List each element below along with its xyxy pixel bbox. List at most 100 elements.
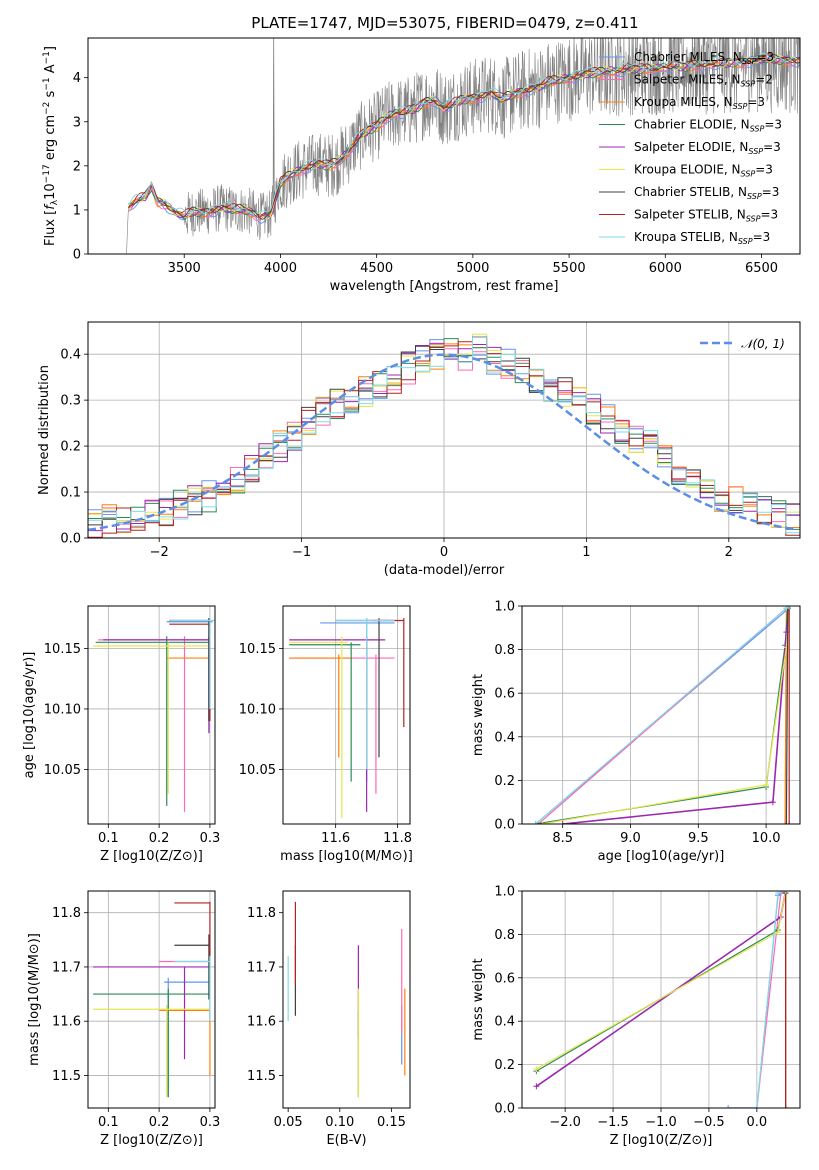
weight_vs_age-frame: [521, 605, 801, 825]
legend-label-sub: SSP: [741, 170, 756, 179]
legend-label-sub: SSP: [746, 215, 761, 224]
legend-label-main: Chabrier ELODIE, N: [634, 118, 750, 132]
x-tick-label: 0.3: [200, 831, 221, 846]
mass_vs_Z-frame: [87, 890, 216, 1109]
spectrum-ylabel: Flux [fλ10−17 erg cm−2 s−1 A−1]: [42, 46, 60, 246]
legend-label-count: =2: [755, 73, 773, 87]
figure-title: PLATE=1747, MJD=53075, FIBERID=0479, z=0…: [251, 14, 638, 32]
weight_vs_Z-axes: −2.0 −1.5 −1.0 −0.5 0.0 0.0 0.2 0.4 0.6 0.8 1.0: [494, 885, 800, 1130]
legend-label-count: =3: [753, 230, 771, 244]
ylabel-part: 10: [43, 183, 58, 200]
legend-label-sub: SSP: [750, 125, 765, 134]
y-tick-label: 11.5: [52, 1069, 81, 1084]
x-tick-label: 6500: [745, 261, 778, 276]
legend-label-main: Salpeter MILES, N: [634, 73, 741, 87]
cumulative-marker: [774, 929, 781, 936]
x-tick-label: 4500: [360, 261, 393, 276]
cumulative-marker: [533, 1065, 540, 1072]
cumulative-marker: [763, 781, 770, 788]
legend-label: Kroupa MILES, NSSP=3: [634, 95, 765, 111]
legend-label-count: =3: [755, 163, 773, 177]
y-tick-label: 11.5: [247, 1069, 276, 1084]
ylabel-part: ]: [43, 46, 58, 51]
cumulative-marker: [786, 606, 793, 609]
legend-label-sub: SSP: [741, 80, 756, 89]
y-tick-label: 11.6: [52, 1015, 81, 1030]
cumulative-line-8: [535, 606, 790, 824]
y-tick-label: 11.8: [52, 906, 81, 921]
y-tick-label: 11.7: [247, 960, 276, 975]
cumulative-marker: [769, 799, 776, 806]
gaussian-reference-line: [88, 353, 798, 532]
y-tick-label: 0.6: [494, 971, 515, 986]
x-tick-label: 6000: [649, 261, 682, 276]
residuals-legend-label: 𝒩(0, 1): [741, 337, 785, 351]
weight_vs_Z-plot-area: [533, 891, 789, 1108]
ylabel-part: erg cm: [43, 115, 58, 164]
cumulative-marker: [559, 821, 566, 824]
ylabel-part: s: [43, 90, 58, 101]
x-tick-label: −1.5: [597, 1115, 629, 1130]
x-tick-label: 0.10: [325, 1115, 354, 1130]
model-line-4: [128, 56, 800, 219]
y-tick-label: 10.15: [44, 642, 81, 657]
weight_vs_age-ylabel: mass weight: [471, 674, 486, 756]
y-tick-label: 2: [73, 159, 81, 174]
cumulative-marker: [782, 821, 789, 824]
cumulative-line-4: [562, 606, 790, 824]
x-tick-label: 0: [440, 545, 448, 560]
weight_vs_Z-xlabel: Z [log10(Z/Z⊙)]: [610, 1133, 713, 1148]
legend-label-count: =3: [764, 118, 782, 132]
cumulative-marker: [783, 821, 790, 824]
ylabel-part: −1: [42, 77, 52, 90]
legend-label: Kroupa ELODIE, NSSP=3: [634, 163, 773, 179]
x-tick-label: 3500: [168, 261, 201, 276]
legend-label-count: =3: [760, 208, 778, 222]
ylabel-part: Flux [: [43, 210, 58, 246]
legend-label-sub: SSP: [733, 102, 748, 111]
age_vs_Z-xlabel: Z [log10(Z/Z⊙)]: [100, 849, 203, 864]
x-tick-label: −2: [150, 545, 169, 560]
legend-label: Salpeter MILES, NSSP=2: [634, 73, 773, 89]
y-tick-label: 0.1: [60, 486, 81, 501]
x-tick-label: 0.05: [274, 1115, 303, 1130]
y-tick-label: 10.15: [239, 642, 276, 657]
y-tick-label: 0.0: [60, 532, 81, 547]
x-tick-label: 4000: [264, 261, 297, 276]
residuals-frame: [87, 321, 801, 539]
age_vs_mass-frame: [282, 605, 411, 825]
panels-group: 3500 4000 4500 5000 5500 6000 6500 0 1 2 3 4 wavelen…: [22, 37, 801, 1148]
age_vs_Z-axes: 0.1 0.2 0.3 10.05 10.10 10.15: [44, 606, 220, 846]
histogram-step-3: [88, 338, 800, 530]
x-tick-label: 0.3: [200, 1115, 221, 1130]
legend-label-main: Kroupa ELODIE, N: [634, 163, 741, 177]
y-tick-label: 11.7: [52, 960, 81, 975]
legend-label-count: =3: [763, 140, 781, 154]
y-tick-label: 0.4: [494, 730, 515, 745]
cumulative-marker: [533, 1083, 540, 1090]
legend-label-count: =3: [756, 50, 774, 64]
ylabel-part: −2: [42, 102, 52, 115]
weight_vs_age-xlabel: age [log10(age/yr)]: [598, 849, 725, 864]
x-tick-label: 11.6: [321, 831, 350, 846]
residuals-ylabel: Normed distribution: [37, 365, 52, 495]
spectrum-axes: 3500 4000 4500 5000 5500 6000 6500 0 1 2 3 4: [73, 71, 778, 276]
cumulative-marker: [753, 1105, 760, 1108]
y-tick-label: 0.4: [494, 1015, 515, 1030]
legend-label-sub: SSP: [738, 237, 753, 246]
age_vs_Z-plot-area: [93, 618, 215, 812]
x-tick-label: 9.0: [620, 831, 641, 846]
weight_vs_age-axes: 8.5 9.0 9.5 10.0 0.0 0.2 0.4 0.6 0.8 1.0: [494, 600, 800, 846]
y-tick-label: 0.0: [494, 818, 515, 833]
x-tick-label: 11.8: [383, 831, 412, 846]
y-tick-label: 0.4: [60, 348, 81, 363]
y-tick-label: 10.05: [44, 763, 81, 778]
model-line-3: [128, 56, 800, 220]
y-tick-label: 0: [73, 248, 81, 263]
data-spectrum-spike: [272, 38, 275, 215]
cumulative-marker: [532, 821, 539, 824]
histogram-step-8: [88, 337, 800, 534]
residuals-axes: −2 −1 0 1 2 0.0 0.1 0.2 0.3 0.4: [60, 322, 800, 560]
